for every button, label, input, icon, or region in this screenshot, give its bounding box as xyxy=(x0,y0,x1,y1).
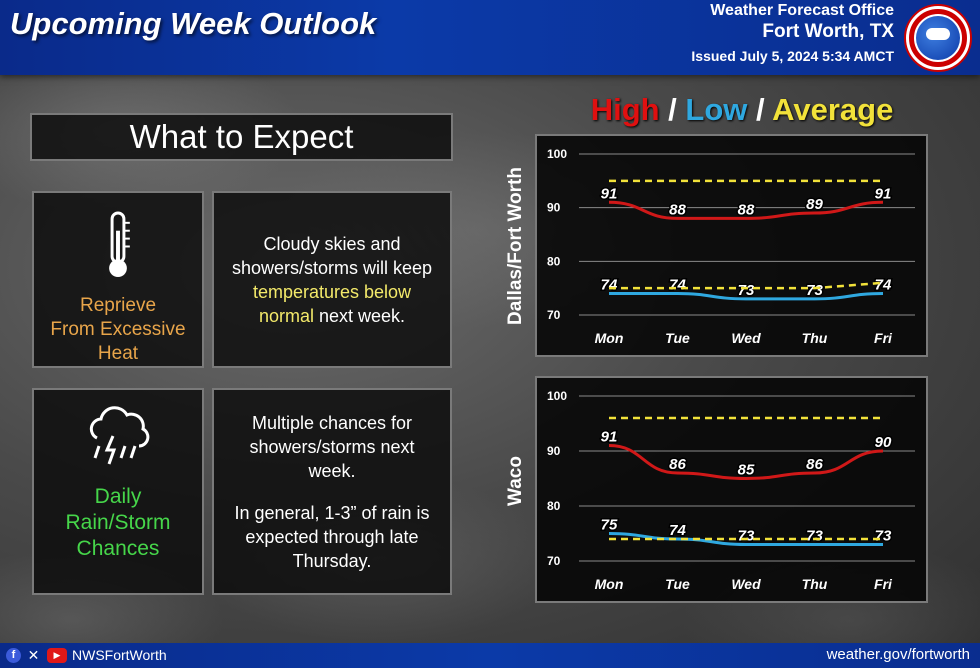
website-link[interactable]: weather.gov/fortworth xyxy=(826,646,970,663)
data-label-low: 73 xyxy=(806,282,823,299)
y-tick-label: 80 xyxy=(547,254,561,268)
y-tick-label: 90 xyxy=(547,201,561,215)
x-tick-label: Wed xyxy=(731,330,761,346)
legend-separator: / xyxy=(659,92,686,127)
heat-label-line: Heat xyxy=(97,343,139,364)
data-label-high: 91 xyxy=(875,185,892,202)
x-tick-label: Thu xyxy=(802,576,828,592)
x-tick-label: Wed xyxy=(731,576,761,592)
page-title: Upcoming Week Outlook xyxy=(10,6,377,41)
data-label-low: 75 xyxy=(601,517,618,534)
heat-desc-text-end: next week. xyxy=(319,305,406,326)
section-title: What to Expect xyxy=(129,118,354,155)
y-tick-label: 70 xyxy=(547,308,561,322)
data-label-low: 73 xyxy=(875,528,892,545)
x-tick-label: Fri xyxy=(874,576,893,592)
heat-label-line: From Excessive xyxy=(50,319,186,340)
legend-separator: / xyxy=(747,92,773,127)
data-label-high: 88 xyxy=(669,201,686,218)
office-city: Fort Worth, TX xyxy=(762,21,894,42)
social-handle[interactable]: NWSFortWorth xyxy=(72,647,167,663)
section-title-panel: What to Expect xyxy=(30,113,453,161)
rain-description-panel: Multiple chances for showers/storms next… xyxy=(212,388,452,595)
rain-description-1: Multiple chances for showers/storms next… xyxy=(249,412,415,481)
chart-dfw: 70 80 90 100 91 88 88 89 91 74 74 73 73 74 Mon Tue Wed Th… xyxy=(547,147,915,346)
x-tick-label: Mon xyxy=(595,330,624,346)
data-label-high: 90 xyxy=(875,434,892,451)
rain-label-line: Chances xyxy=(76,537,160,560)
data-label-low: 74 xyxy=(669,277,686,294)
chart-panel-waco: 70 80 90 100 91 86 85 86 90 75 74 73 73 73 Mon Tue Wed Th… xyxy=(535,376,928,603)
x-tick-label: Tue xyxy=(665,330,690,346)
chart-location-dfw: Dallas/Fort Worth xyxy=(505,167,526,325)
chart-location-waco: Waco xyxy=(505,456,526,506)
data-label-high: 86 xyxy=(669,456,686,473)
series-line-low xyxy=(608,532,883,546)
data-label-high: 86 xyxy=(806,456,823,473)
data-label-low: 73 xyxy=(738,528,755,545)
data-label-low: 73 xyxy=(806,528,823,545)
chart-location-wrap: Waco xyxy=(488,376,532,603)
thermometer-icon xyxy=(109,211,130,278)
heat-description-panel: Cloudy skies and showers/storms will kee… xyxy=(212,191,452,368)
x-tick-label: Thu xyxy=(802,330,828,346)
y-tick-label: 70 xyxy=(547,554,561,568)
legend-average: Average xyxy=(772,92,894,127)
data-label-high: 88 xyxy=(738,201,755,218)
data-label-low: 74 xyxy=(601,277,618,294)
chart-legend-title: High / Low / Average xyxy=(537,92,947,128)
heat-description: Cloudy skies and showers/storms will kee… xyxy=(214,232,450,328)
x-tick-label: Fri xyxy=(874,330,893,346)
chart-location-wrap: Dallas/Fort Worth xyxy=(488,134,532,357)
data-label-low: 74 xyxy=(875,277,892,294)
issued-time: Issued July 5, 2024 5:34 AMCT xyxy=(691,48,894,64)
header-bar: Upcoming Week Outlook Weather Forecast O… xyxy=(0,0,980,75)
x-tick-label: Tue xyxy=(665,576,690,592)
chart-waco: 70 80 90 100 91 86 85 86 90 75 74 73 73 73 Mon Tue Wed Th… xyxy=(547,389,915,592)
data-label-low: 74 xyxy=(669,522,686,539)
nws-logo xyxy=(904,4,972,72)
facebook-icon[interactable]: f xyxy=(6,648,21,663)
heat-card: Reprieve From Excessive Heat xyxy=(32,191,204,368)
storm-cloud-icon xyxy=(89,406,150,465)
y-tick-label: 100 xyxy=(547,147,567,161)
rain-label-line: Daily xyxy=(94,485,142,508)
heat-desc-text: Cloudy skies and showers/storms will kee… xyxy=(231,233,433,278)
legend-high: High xyxy=(590,92,660,127)
data-label-high: 89 xyxy=(806,196,823,213)
rain-label-line: Rain/Storm xyxy=(65,511,171,534)
rain-card: Daily Rain/Storm Chances xyxy=(32,388,204,595)
x-icon[interactable]: ✕ xyxy=(27,647,40,663)
heat-label-line: Reprieve xyxy=(79,295,157,316)
y-tick-label: 80 xyxy=(547,499,561,513)
x-tick-label: Mon xyxy=(595,576,624,592)
youtube-icon[interactable]: ▶ xyxy=(47,648,67,663)
series-line-high xyxy=(608,200,884,220)
legend-low: Low xyxy=(685,92,748,127)
data-label-high: 85 xyxy=(738,462,755,479)
series-line-low xyxy=(609,292,884,301)
data-label-low: 73 xyxy=(738,282,755,299)
rain-description-2: In general, 1-3” of rain is expected thr… xyxy=(234,502,430,571)
y-tick-label: 100 xyxy=(547,389,567,403)
heat-desc-highlight: temperatures below normal xyxy=(252,281,412,326)
data-label-high: 91 xyxy=(601,185,618,202)
series-line-average xyxy=(609,281,884,290)
data-label-high: 91 xyxy=(601,429,618,446)
footer-bar: f ✕ ▶ NWSFortWorth weather.gov/fortworth xyxy=(0,643,980,668)
office-name: Weather Forecast Office xyxy=(710,2,894,19)
office-info: Weather Forecast Office Fort Worth, TX I… xyxy=(691,2,894,64)
y-tick-label: 90 xyxy=(547,444,561,458)
chart-panel-dfw: 70 80 90 100 91 88 88 89 91 74 74 73 73 74 Mon Tue Wed Th… xyxy=(535,134,928,357)
series-line-high xyxy=(608,444,884,481)
